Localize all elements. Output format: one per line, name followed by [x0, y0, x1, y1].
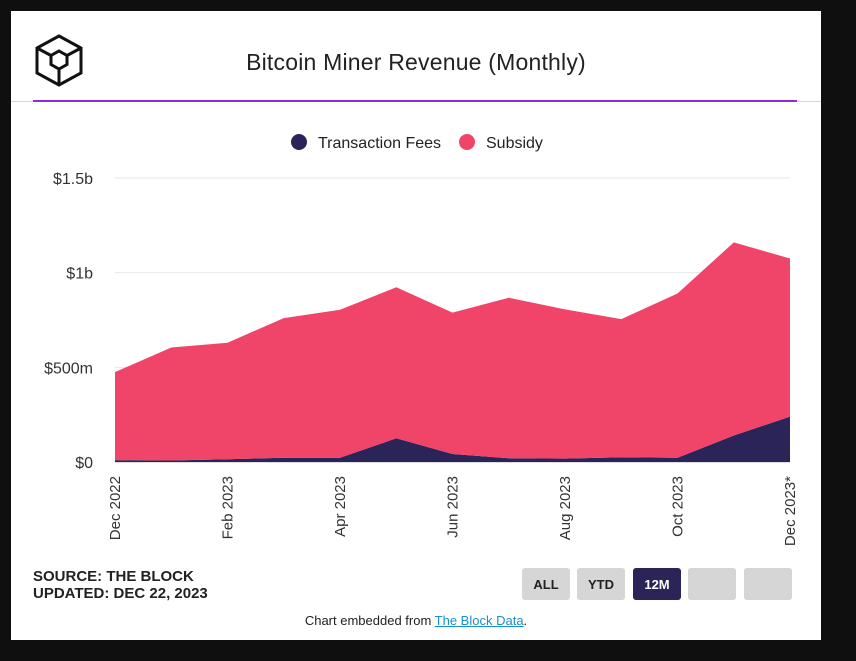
y-tick-label: $0	[75, 455, 93, 472]
legend-swatch-transaction-fees	[291, 134, 307, 150]
embed-suffix: .	[523, 613, 528, 628]
embed-prefix: Chart embedded from	[304, 613, 435, 628]
chart-card: Bitcoin Miner Revenue (Monthly) Transact…	[11, 11, 821, 640]
legend-swatch-subsidy	[459, 134, 475, 150]
range-button-all[interactable]: ALL	[522, 568, 570, 600]
embed-note: Chart embedded from The Block Data.	[11, 613, 821, 628]
legend: Transaction Fees Subsidy	[291, 134, 543, 152]
legend-label-subsidy: Subsidy	[486, 135, 543, 152]
series-areas	[115, 242, 790, 462]
area-transaction-fees	[115, 416, 790, 462]
x-tick-label: Dec 2022	[107, 476, 124, 540]
miner-revenue-chart: Transaction Fees Subsidy $0$500m$1b$1.5b …	[44, 134, 799, 546]
y-tick-label: $500m	[44, 360, 93, 377]
y-axis: $0 $500m $1b $1.5b	[44, 171, 93, 472]
x-tick-label: Feb 2023	[220, 476, 237, 539]
the-block-cube-logo	[35, 34, 83, 87]
x-tick-label: Jun 2023	[445, 476, 462, 538]
x-axis: Dec 2022 Feb 2023 Apr 2023 Jun 2023 Aug 2023…	[107, 476, 799, 546]
range-button-blank[interactable]	[744, 568, 792, 600]
x-tick-label: Oct 2023	[670, 476, 687, 537]
source-note: SOURCE: THE BLOCK UPDATED: DEC 22, 2023	[33, 568, 208, 602]
source-line: SOURCE: THE BLOCK	[33, 568, 194, 585]
y-tick-label: $1.5b	[53, 171, 93, 188]
chart-title: Bitcoin Miner Revenue (Monthly)	[246, 49, 586, 75]
x-tick-label: Apr 2023	[332, 476, 349, 537]
y-tick-label: $1b	[66, 266, 93, 283]
range-button-ytd[interactable]: YTD	[577, 568, 625, 600]
range-button-blank[interactable]	[688, 568, 736, 600]
title-divider	[33, 100, 797, 102]
updated-line: UPDATED: DEC 22, 2023	[33, 585, 208, 602]
the-block-data-link[interactable]: The Block Data	[434, 613, 524, 628]
x-tick-label: Aug 2023	[557, 476, 574, 540]
area-subsidy	[115, 242, 790, 461]
range-button-12m[interactable]: 12M	[633, 568, 681, 600]
legend-label-transaction-fees: Transaction Fees	[318, 135, 441, 152]
x-tick-label: Dec 2023*	[782, 476, 799, 546]
